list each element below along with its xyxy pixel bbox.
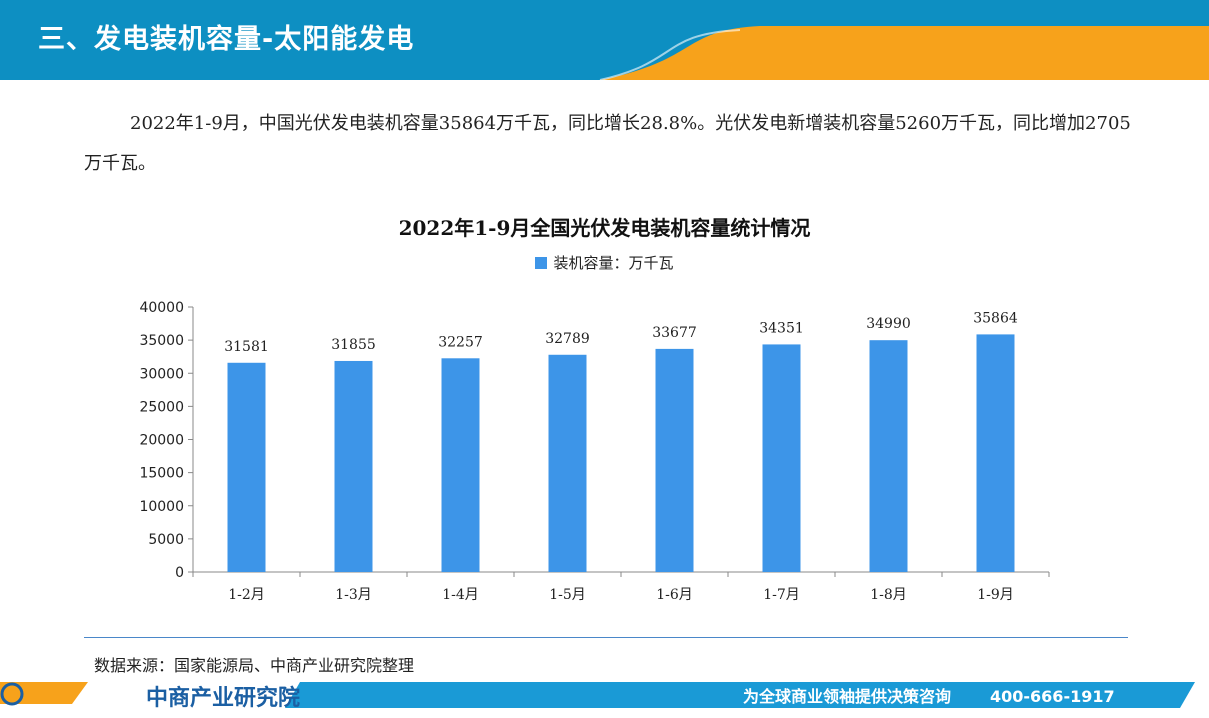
footer-slogan: 为全球商业领袖提供决策咨询 bbox=[743, 687, 952, 706]
y-tick-label: 40000 bbox=[139, 300, 184, 316]
y-tick-label: 15000 bbox=[139, 466, 184, 482]
footer-bar: 中商产业研究院 为全球商业领袖提供决策咨询 400-666-1917 bbox=[0, 682, 1209, 718]
data-label: 35864 bbox=[973, 310, 1018, 326]
data-label: 31855 bbox=[331, 337, 376, 353]
page-title: 三、发电装机容量-太阳能发电 bbox=[38, 24, 415, 55]
bar-chart: 0 5000 10000 15000 20000 25000 30000 35000 40000… bbox=[139, 300, 1050, 603]
y-tick-label: 0 bbox=[175, 565, 184, 581]
y-tick-label: 30000 bbox=[139, 366, 184, 382]
y-tick-label: 20000 bbox=[139, 433, 184, 449]
data-label: 32257 bbox=[438, 334, 483, 350]
summary-paragraph: 2022年1-9月，中国光伏发电装机容量35864万千瓦，同比增长28.8%。光… bbox=[84, 113, 1131, 174]
data-label: 34990 bbox=[866, 316, 911, 332]
source-divider bbox=[84, 637, 1128, 638]
company-logo-text: 中商产业研究院 bbox=[146, 686, 301, 711]
chart-title: 2022年1-9月全国光伏发电装机容量统计情况 bbox=[398, 216, 811, 240]
y-tick-label: 10000 bbox=[139, 499, 184, 515]
x-tick-label: 1-5月 bbox=[549, 587, 586, 603]
data-label: 31581 bbox=[224, 339, 269, 355]
y-tick-label: 5000 bbox=[148, 532, 184, 548]
header-background bbox=[0, 0, 1209, 80]
bar bbox=[655, 348, 694, 572]
x-tick-label: 1-2月 bbox=[228, 587, 265, 603]
bar bbox=[441, 358, 480, 572]
x-tick-label: 1-7月 bbox=[763, 587, 800, 603]
bar bbox=[762, 344, 801, 572]
legend-label: 装机容量：万千瓦 bbox=[553, 254, 674, 272]
bar bbox=[976, 334, 1015, 572]
x-tick-label: 1-9月 bbox=[977, 587, 1014, 603]
footer-phone: 400-666-1917 bbox=[990, 687, 1115, 706]
bar bbox=[334, 360, 373, 572]
header-banner: 三、发电装机容量-太阳能发电 bbox=[0, 0, 1209, 80]
bar bbox=[869, 340, 908, 572]
data-label: 32789 bbox=[545, 331, 590, 347]
x-tick-label: 1-4月 bbox=[442, 587, 479, 603]
x-tick-label: 1-8月 bbox=[870, 587, 907, 603]
legend-swatch bbox=[535, 257, 548, 269]
data-label: 34351 bbox=[759, 320, 804, 336]
x-tick-label: 1-3月 bbox=[335, 587, 372, 603]
y-tick-label: 25000 bbox=[139, 399, 184, 415]
chart-legend: 装机容量：万千瓦 bbox=[0, 252, 1209, 273]
bar bbox=[548, 354, 587, 572]
bar bbox=[227, 362, 266, 572]
data-label: 33677 bbox=[652, 325, 697, 341]
data-source: 数据来源：国家能源局、中商产业研究院整理 bbox=[94, 656, 415, 675]
x-tick-label: 1-6月 bbox=[656, 587, 693, 603]
logo-icon bbox=[0, 682, 24, 706]
y-tick-label: 35000 bbox=[139, 333, 184, 349]
